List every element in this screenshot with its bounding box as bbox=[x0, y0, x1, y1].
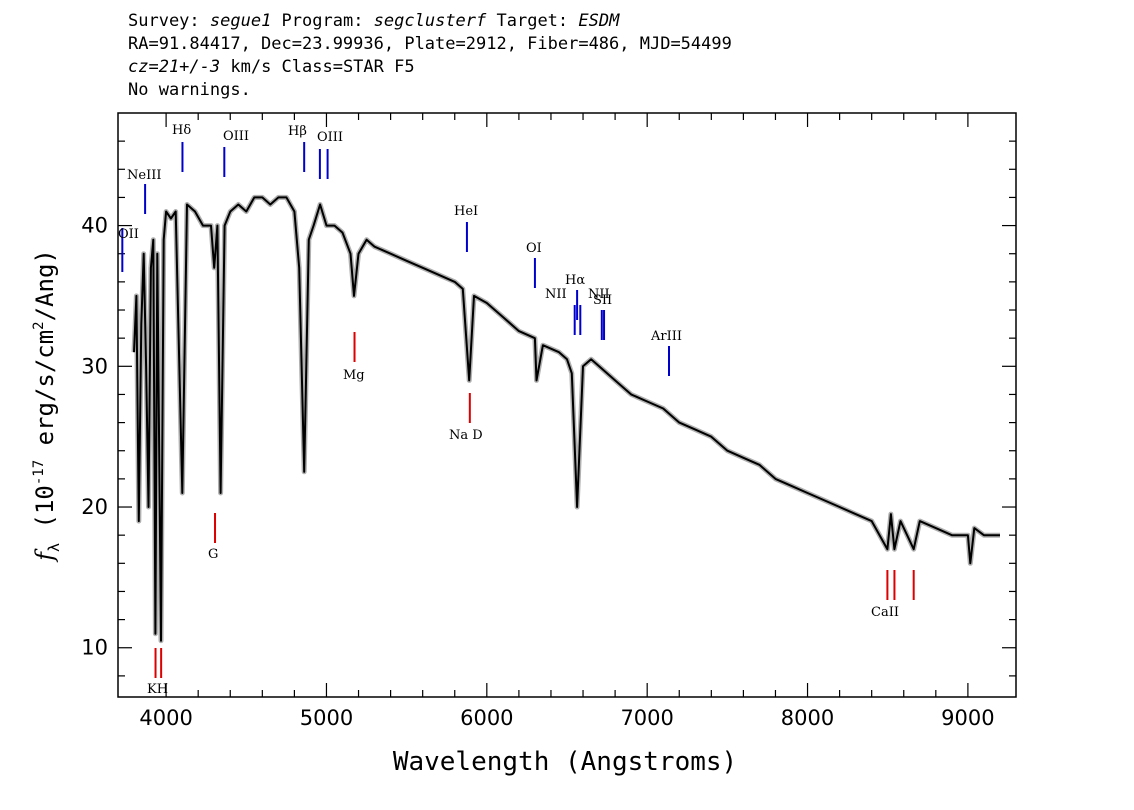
label-kh: KH bbox=[147, 682, 168, 697]
line-markers bbox=[121, 142, 915, 678]
target-value: ESDM bbox=[578, 11, 620, 31]
x-tick-label: 7000 bbox=[620, 706, 673, 730]
label-g: G bbox=[208, 547, 218, 562]
x-tick-label: 5000 bbox=[300, 706, 353, 730]
label-caii: CaII bbox=[871, 605, 899, 620]
header-line-warnings: No warnings. bbox=[128, 80, 251, 100]
program-label: Program: bbox=[271, 11, 374, 31]
label-na-d: Na D bbox=[449, 428, 483, 443]
axis-tick-labels: 4000 5000 6000 7000 8000 9000 10 20 30 40 bbox=[81, 214, 994, 730]
survey-value: segue1 bbox=[209, 11, 272, 31]
label-sii: SII bbox=[593, 293, 612, 308]
x-axis-label: Wavelength (Angstroms) bbox=[393, 747, 737, 777]
label-oiii-5007: OIII bbox=[317, 130, 343, 145]
label-hei: HeI bbox=[454, 204, 478, 219]
error-band bbox=[131, 194, 1000, 644]
label-nii-6583: NII bbox=[588, 287, 610, 302]
label-halpha: Hα bbox=[565, 273, 585, 288]
label-oii: OII bbox=[118, 227, 139, 242]
cz-value: cz=21+/-3 bbox=[128, 57, 221, 77]
y-tick-label: 40 bbox=[81, 214, 108, 238]
plot-frame bbox=[117, 112, 1017, 698]
y-tick-label: 30 bbox=[81, 354, 108, 378]
label-oi: OI bbox=[526, 241, 542, 256]
axis-ticks bbox=[118, 113, 1016, 697]
spectrum-header: Survey: segue1 Program: segclusterf Targ… bbox=[128, 10, 732, 102]
x-tick-label: 9000 bbox=[941, 706, 994, 730]
label-oiii-4363: OIII bbox=[223, 129, 249, 144]
target-label: Target: bbox=[486, 11, 579, 31]
y-axis-label: fλ (10-17 erg/s/cm2/Ang) bbox=[31, 249, 63, 563]
x-tick-label: 6000 bbox=[460, 706, 513, 730]
x-tick-label: 4000 bbox=[139, 706, 192, 730]
label-ariii: ArIII bbox=[650, 329, 682, 344]
y-tick-label: 20 bbox=[81, 495, 108, 519]
label-mg: Mg bbox=[343, 368, 365, 383]
header-line-survey: Survey: segue1 Program: segclusterf Targ… bbox=[128, 10, 732, 33]
label-hdelta: Hδ bbox=[172, 123, 191, 138]
x-tick-label: 8000 bbox=[781, 706, 834, 730]
header-line-coordinates: RA=91.84417, Dec=23.99936, Plate=2912, F… bbox=[128, 34, 732, 54]
header-line-redshift: cz=21+/-3 km/s Class=STAR F5 bbox=[128, 56, 732, 79]
y-tick-label: 10 bbox=[81, 636, 108, 660]
survey-label: Survey: bbox=[128, 11, 210, 31]
class-value: km/s Class=STAR F5 bbox=[220, 57, 415, 77]
spectrum-line bbox=[133, 196, 1000, 642]
label-neiii: NeIII bbox=[127, 168, 161, 183]
program-value: segclusterf bbox=[373, 11, 487, 31]
label-nii-6548: NII bbox=[545, 287, 567, 302]
label-hbeta: Hβ bbox=[288, 124, 307, 139]
